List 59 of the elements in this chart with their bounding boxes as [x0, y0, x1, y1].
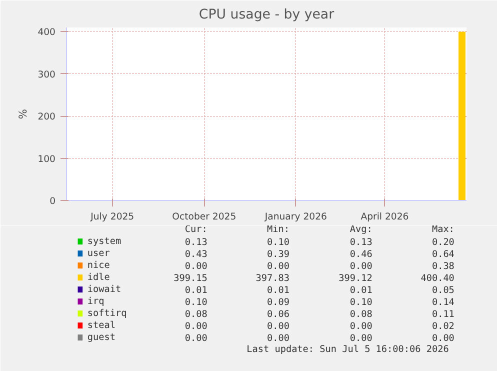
x-tick-label: January 2026	[264, 212, 328, 222]
text: 0.13	[184, 237, 208, 248]
x-tick-label: April 2026	[360, 212, 409, 222]
text: 0.00	[184, 321, 208, 332]
y-tick-label: 300	[38, 69, 56, 80]
text: 0.10	[350, 297, 373, 308]
x-tick-label: July 2025	[90, 212, 134, 222]
text: 0.10	[184, 297, 208, 308]
x-tick-label: October 2025	[172, 212, 236, 222]
text: 0.05	[432, 285, 454, 296]
text: 0.46	[350, 249, 373, 260]
text: 0.00	[350, 261, 373, 272]
legend-label: iowait	[87, 284, 122, 295]
legend-label: steal	[87, 320, 116, 331]
text: 397.83	[256, 273, 290, 284]
text: 0.43	[184, 249, 208, 260]
text: 399.15	[174, 273, 208, 284]
text: 0.38	[432, 261, 455, 272]
y-axis-title: %	[16, 108, 30, 120]
legend-label: guest	[87, 332, 116, 343]
y-tick-label: 400	[38, 27, 56, 38]
legend-label: system	[87, 236, 122, 247]
text: 0.00	[184, 261, 208, 272]
text: 0.14	[432, 297, 455, 308]
legend-label: irq	[87, 296, 104, 307]
text: Max:	[432, 224, 454, 235]
text: 0.64	[432, 249, 455, 260]
text: 0.06	[266, 309, 290, 320]
text: 0.39	[266, 249, 290, 260]
text: 0.09	[266, 297, 290, 308]
text: 0.11	[432, 309, 454, 320]
text: 0.00	[266, 321, 290, 332]
text: 0.00	[432, 333, 455, 344]
y-tick-label: 0	[50, 196, 56, 207]
text: 0.01	[266, 285, 290, 296]
text: 0.10	[266, 237, 290, 248]
text: Last update: Sun Jul 5 16:00:06 2026	[246, 344, 450, 355]
text: 0.00	[350, 321, 373, 332]
text: 0.20	[432, 237, 455, 248]
text: 0.00	[184, 333, 208, 344]
text: 0.01	[350, 285, 372, 296]
text: 0.00	[266, 261, 290, 272]
y-tick-label: 200	[38, 112, 56, 123]
legend-label: nice	[87, 260, 110, 271]
text: 400.40	[420, 273, 455, 284]
text: 399.12	[338, 273, 372, 284]
text: 0.08	[350, 309, 373, 320]
text: 0.01	[184, 285, 208, 296]
legend-label: softirq	[87, 308, 127, 319]
text: 0.00	[350, 333, 373, 344]
y-tick-label: 100	[38, 154, 56, 165]
text: 0.08	[184, 309, 208, 320]
chart-title: CPU usage - by year	[198, 8, 335, 22]
text: 0.13	[350, 237, 372, 248]
legend-label: user	[87, 248, 110, 259]
text: 0.02	[432, 321, 454, 332]
text: 0.00	[266, 333, 290, 344]
text: Avg:	[350, 224, 372, 235]
legend-label: idle	[87, 272, 110, 283]
